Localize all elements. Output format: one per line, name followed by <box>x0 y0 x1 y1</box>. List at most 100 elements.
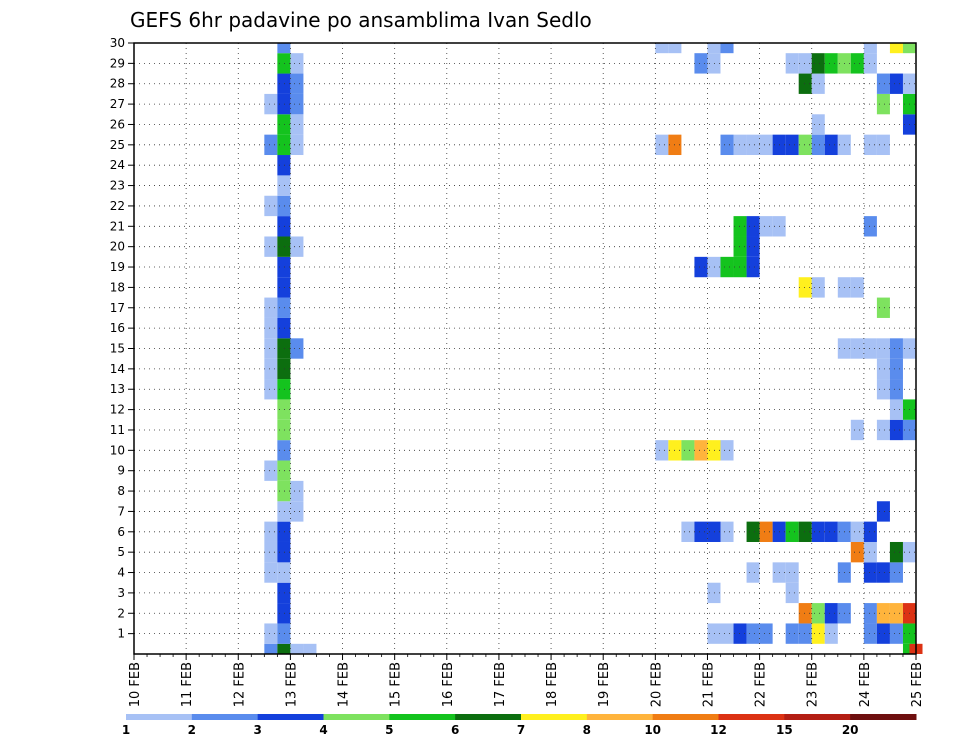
heatmap-cell <box>264 460 278 481</box>
x-axis: 10 FEB 11 FEB 12 FEB 13 FEB 14 FEB 15 FEB 16 F… <box>128 654 925 707</box>
heatmap-cell <box>824 603 838 624</box>
heatmap-cell <box>264 338 278 359</box>
heatmap-cell <box>264 521 278 542</box>
x-tick-label: 19 FEB <box>597 662 612 707</box>
heatmap-cell <box>785 134 799 156</box>
heatmap-cell <box>277 114 291 135</box>
colorbar: 1 2 3 4 5 6 7 8 10 12 15 20 <box>122 714 917 737</box>
heatmap-cell <box>655 440 669 461</box>
heatmap-cell <box>694 53 708 74</box>
heatmap-cell <box>277 73 291 94</box>
heatmap-cell <box>863 603 877 624</box>
y-tick-label: 10 <box>110 443 125 457</box>
heatmap-cell <box>290 93 304 115</box>
y-tick-label: 15 <box>110 342 125 356</box>
heatmap-cell <box>733 623 747 644</box>
heatmap-cell <box>863 541 877 563</box>
heatmap-cell <box>290 501 304 522</box>
heatmap-cell <box>798 53 812 74</box>
x-tick-label: 18 FEB <box>545 662 560 707</box>
heatmap-cell <box>277 256 291 278</box>
heatmap-cell <box>303 643 317 654</box>
colorbar-swatch <box>521 714 588 720</box>
heatmap-cell <box>277 43 291 54</box>
heatmap-cell <box>277 317 291 339</box>
heatmap-cell <box>707 582 721 604</box>
heatmap-cell <box>290 236 304 257</box>
colorbar-label: 8 <box>583 723 591 737</box>
heatmap-cell <box>876 297 890 318</box>
heatmap-cell <box>277 155 291 176</box>
heatmap-cell <box>681 440 695 461</box>
colorbar-swatch <box>323 714 390 720</box>
heatmap-cell <box>876 603 890 624</box>
heatmap-cell <box>707 256 721 278</box>
y-tick-label: 16 <box>110 321 125 335</box>
heatmap-cell <box>759 134 773 156</box>
x-tick-label: 22 FEB <box>754 662 769 707</box>
heatmap-cell <box>811 521 825 542</box>
heatmap-cell <box>759 623 773 644</box>
heatmap-cell <box>720 440 734 461</box>
heatmap-cell <box>876 358 890 380</box>
x-tick-label: 25 FEB <box>910 662 925 707</box>
y-tick-label: 4 <box>117 566 125 580</box>
heatmap-cell <box>746 256 760 278</box>
heatmap-cell <box>850 541 864 563</box>
y-tick-label: 20 <box>110 240 125 254</box>
heatmap-cell <box>277 93 291 115</box>
colorbar-swatch <box>257 714 324 720</box>
y-tick-label: 13 <box>110 382 125 396</box>
heatmap-cell <box>746 623 760 644</box>
heatmap-cell <box>746 562 760 583</box>
y-tick-label: 26 <box>110 117 125 131</box>
y-tick-label: 1 <box>117 627 125 641</box>
heatmap-cell <box>850 338 864 359</box>
y-tick-label: 27 <box>110 97 125 111</box>
colorbar-label: 15 <box>776 723 793 737</box>
heatmap-cell <box>264 379 278 400</box>
x-tick-label: 20 FEB <box>649 662 664 707</box>
heatmap-cell <box>889 603 903 624</box>
y-tick-label: 18 <box>110 280 125 294</box>
colorbar-label: 20 <box>842 723 859 737</box>
heatmap-cell <box>824 134 838 156</box>
heatmap-cell <box>707 623 721 644</box>
colorbar-swatch <box>191 714 259 720</box>
y-tick-label: 21 <box>110 219 125 233</box>
x-tick-label: 24 FEB <box>858 662 873 707</box>
heatmap-cell <box>863 134 877 156</box>
heatmap-cell <box>863 562 877 583</box>
heatmap-cell <box>277 134 291 156</box>
heatmap-cell <box>876 419 890 441</box>
heatmap-cell <box>863 338 877 359</box>
heatmap-cell <box>277 419 291 441</box>
colorbar-label: 1 <box>122 723 130 737</box>
x-tick-label: 17 FEB <box>493 662 508 707</box>
heatmap-cell <box>759 521 773 542</box>
heatmap-cell <box>889 73 903 94</box>
heatmap-cell <box>264 236 278 257</box>
heatmap-cell <box>264 195 278 217</box>
heatmap-cell <box>746 216 760 237</box>
y-tick-label: 25 <box>110 138 125 152</box>
heatmap-cell <box>876 93 890 115</box>
colorbar-swatch <box>126 714 193 720</box>
heatmap-cell <box>785 562 799 583</box>
heatmap-cell <box>811 114 825 135</box>
colorbar-label: 2 <box>188 723 196 737</box>
y-tick-label: 22 <box>110 199 125 213</box>
heatmap-cell <box>277 175 291 196</box>
y-tick-label: 17 <box>110 301 125 315</box>
heatmap-cell <box>889 541 903 563</box>
heatmap-cell <box>720 521 734 542</box>
heatmap-cell <box>264 623 278 644</box>
heatmap-cell <box>902 43 916 54</box>
heatmap-cell <box>863 623 877 644</box>
colorbar-swatch <box>455 714 522 720</box>
heatmap-cell <box>733 134 747 156</box>
heatmap-cell <box>681 521 695 542</box>
heatmap-cell <box>785 53 799 74</box>
heatmap-cell <box>277 643 291 654</box>
heatmap-cell <box>264 562 278 583</box>
